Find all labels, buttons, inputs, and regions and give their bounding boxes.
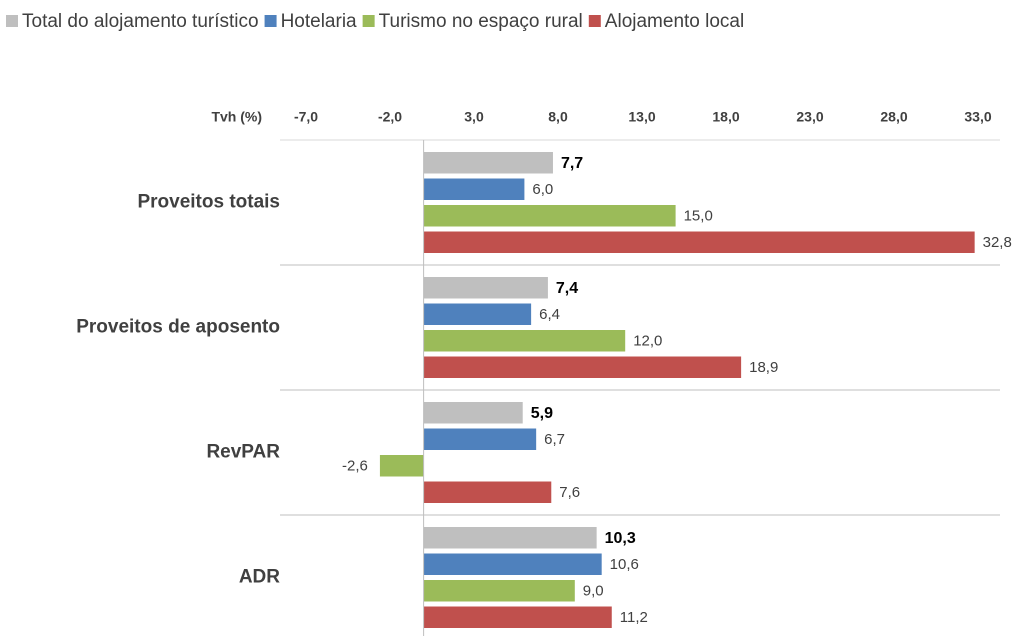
x-tick-label: 3,0 bbox=[464, 109, 484, 125]
bar bbox=[423, 553, 602, 575]
legend-label: Hotelaria bbox=[281, 11, 357, 32]
x-tick-label: -7,0 bbox=[294, 109, 318, 125]
category-label: Proveitos totais bbox=[137, 192, 280, 213]
value-label: 10,3 bbox=[605, 530, 636, 547]
legend-label: Total do alojamento turístico bbox=[22, 11, 259, 32]
x-tick-label: 28,0 bbox=[880, 109, 907, 125]
bar bbox=[423, 402, 523, 424]
category-label: Proveitos de aposento bbox=[76, 317, 280, 338]
legend-swatch bbox=[588, 15, 601, 27]
x-tick-label: 23,0 bbox=[796, 109, 823, 125]
bar bbox=[379, 455, 424, 477]
bar bbox=[423, 205, 676, 227]
value-label: 7,4 bbox=[556, 280, 578, 297]
value-label: 15,0 bbox=[684, 208, 713, 225]
legend-label: Alojamento local bbox=[605, 11, 744, 32]
bar bbox=[423, 303, 532, 325]
bar bbox=[423, 152, 553, 174]
value-label: 12,0 bbox=[633, 333, 662, 350]
bar bbox=[423, 428, 537, 450]
value-label: 7,6 bbox=[559, 484, 580, 501]
value-label: 10,6 bbox=[610, 556, 639, 573]
category-label: RevPAR bbox=[206, 442, 280, 463]
bar bbox=[423, 481, 552, 503]
category-label: ADR bbox=[239, 567, 280, 588]
value-label: 6,4 bbox=[539, 306, 560, 323]
axis-label: Tvh (%) bbox=[211, 109, 262, 125]
x-tick-label: 13,0 bbox=[628, 109, 655, 125]
value-label: 11,2 bbox=[620, 609, 648, 626]
value-label: 9,0 bbox=[583, 583, 604, 600]
value-label: 18,9 bbox=[749, 359, 778, 376]
legend-label: Turismo no espaço rural bbox=[379, 11, 583, 32]
legend-swatch bbox=[6, 15, 18, 27]
value-label: -2,6 bbox=[342, 458, 368, 475]
legend-swatch bbox=[264, 15, 277, 27]
bar bbox=[423, 277, 548, 299]
bar bbox=[423, 527, 597, 549]
value-label: 32,8 bbox=[983, 234, 1012, 251]
value-label: 7,7 bbox=[561, 155, 583, 172]
bar bbox=[423, 330, 626, 352]
x-tick-label: 8,0 bbox=[548, 109, 568, 125]
value-label: 6,0 bbox=[532, 181, 553, 198]
bar bbox=[423, 356, 742, 378]
x-tick-label: 33,0 bbox=[964, 109, 991, 125]
value-label: 6,7 bbox=[544, 431, 565, 448]
x-tick-label: 18,0 bbox=[712, 109, 739, 125]
x-tick-label: -2,0 bbox=[378, 109, 402, 125]
bar bbox=[423, 231, 975, 253]
value-label: 5,9 bbox=[531, 405, 553, 422]
bar bbox=[423, 580, 575, 602]
bar bbox=[423, 606, 612, 628]
bar bbox=[423, 178, 525, 200]
legend-swatch bbox=[362, 15, 375, 27]
